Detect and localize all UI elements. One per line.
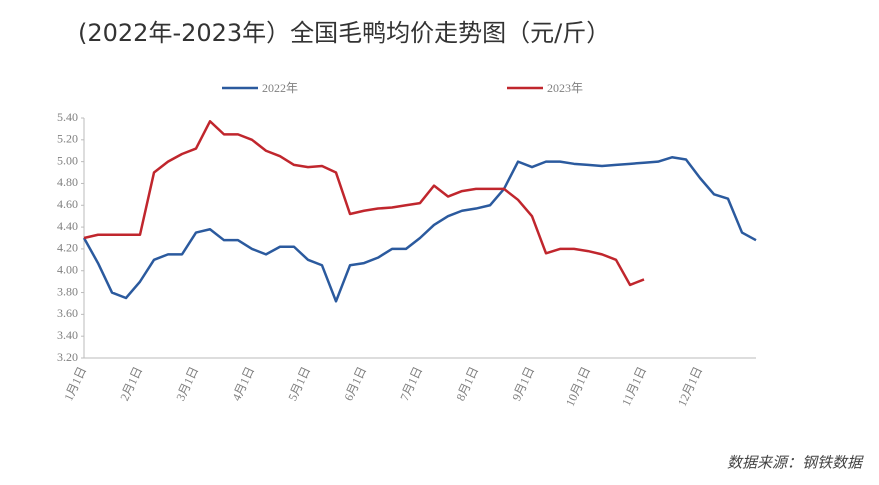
x-tick-label: 8月1日	[453, 365, 481, 404]
y-tick-label: 4.80	[57, 175, 78, 189]
x-tick-label: 10月1日	[563, 365, 593, 409]
x-tick-label: 12月1日	[675, 365, 705, 409]
source-note: 数据来源：钢铁数据	[727, 454, 864, 472]
legend-label: 2023年	[547, 81, 583, 95]
y-tick-label: 4.20	[57, 241, 78, 255]
legend-label: 2022年	[262, 81, 298, 95]
line-series	[82, 156, 757, 303]
x-tick-label: 9月1日	[509, 365, 537, 404]
y-tick-label: 5.40	[57, 110, 78, 124]
x-tick-label: 2月1日	[117, 365, 145, 404]
y-tick-label: 4.40	[57, 219, 78, 233]
y-tick-label: 5.20	[57, 132, 78, 146]
y-tick-label: 4.00	[57, 262, 78, 276]
y-tick-label: 3.40	[57, 328, 78, 342]
y-tick-label: 3.80	[57, 284, 78, 298]
y-tick-label: 3.20	[57, 350, 78, 364]
line-series	[83, 120, 645, 287]
x-tick-label: 5月1日	[285, 365, 313, 404]
y-tick-label: 4.60	[57, 197, 78, 211]
x-tick-label: 11月1日	[619, 365, 649, 409]
x-tick-label: 7月1日	[397, 365, 425, 404]
x-tick-label: 1月1日	[61, 365, 89, 404]
chart-title: (2022年-2023年）全国毛鸭均价走势图（元/斤）	[78, 19, 610, 47]
x-tick-label: 6月1日	[341, 365, 369, 404]
x-tick-label: 4月1日	[229, 365, 257, 404]
y-tick-label: 3.60	[57, 306, 78, 320]
y-tick-label: 5.00	[57, 153, 78, 167]
x-tick-label: 3月1日	[173, 365, 201, 404]
